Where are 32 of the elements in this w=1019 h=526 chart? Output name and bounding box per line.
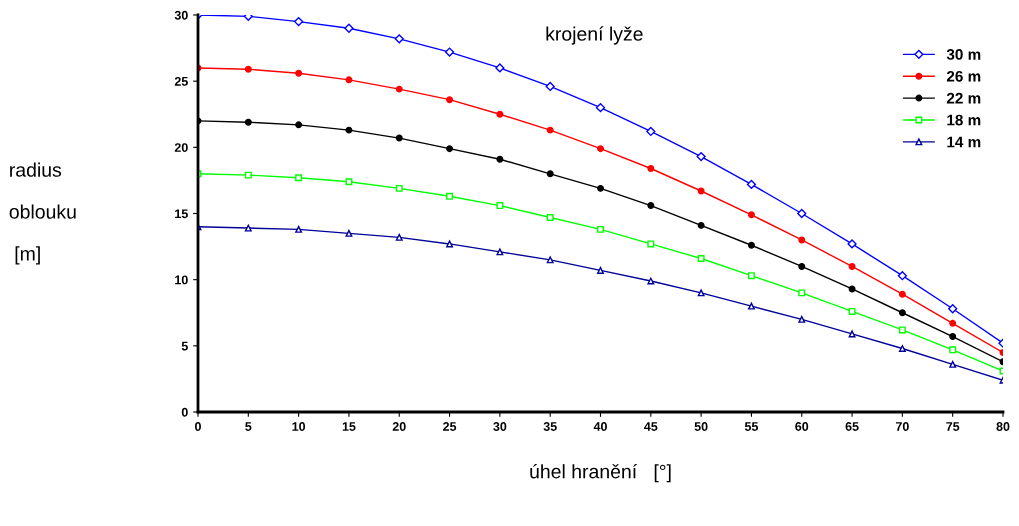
- x-tick-label: 30: [493, 422, 507, 431]
- x-tick-label: 60: [795, 422, 809, 431]
- x-tick-label: 55: [744, 422, 759, 431]
- x-tick-label: 75: [946, 422, 960, 431]
- x-tick-label: 10: [292, 422, 306, 431]
- x-tick-label: 15: [342, 422, 356, 431]
- x-tick-label: 80: [996, 422, 1010, 431]
- x-tick-label: 0: [195, 422, 201, 431]
- legend-label: 22 m: [946, 92, 981, 104]
- x-tick-label: 45: [644, 422, 658, 431]
- y-tick-label: 10: [175, 275, 188, 285]
- x-tick-label: 70: [895, 422, 909, 431]
- x-tick-label: 20: [392, 422, 406, 431]
- x-axis-title: úhel hranění [°]: [530, 463, 671, 483]
- x-tick-label: 50: [694, 422, 708, 431]
- y-tick-label: 5: [181, 341, 188, 351]
- y-tick-label: 25: [174, 76, 188, 86]
- legend-title: krojení lyže: [546, 26, 643, 45]
- legend-label: 18 m: [947, 114, 981, 126]
- x-tick-label: 25: [443, 422, 457, 431]
- y-tick-label: 30: [174, 10, 188, 20]
- y-tick-label: 0: [181, 407, 188, 417]
- legend-label: 30 m: [946, 49, 981, 60]
- y-tick-label: 15: [175, 209, 188, 219]
- legend-label: 14 m: [947, 136, 981, 148]
- y-tick-label: 20: [174, 143, 188, 152]
- legend-label: 26 m: [946, 70, 981, 82]
- x-tick-label: 35: [543, 422, 557, 431]
- x-tick-label: 5: [245, 422, 252, 431]
- text: radius oblouku [m]: [9, 162, 76, 265]
- x-tick-label: 40: [593, 422, 607, 431]
- x-tick-label: 65: [845, 422, 859, 431]
